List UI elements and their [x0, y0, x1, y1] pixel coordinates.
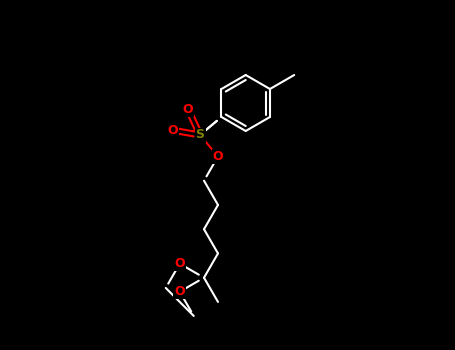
Text: O: O — [174, 285, 185, 298]
Text: S: S — [196, 128, 204, 141]
Text: O: O — [174, 257, 185, 270]
Text: O: O — [167, 124, 178, 136]
Text: O: O — [212, 150, 223, 163]
Text: O: O — [183, 103, 193, 116]
